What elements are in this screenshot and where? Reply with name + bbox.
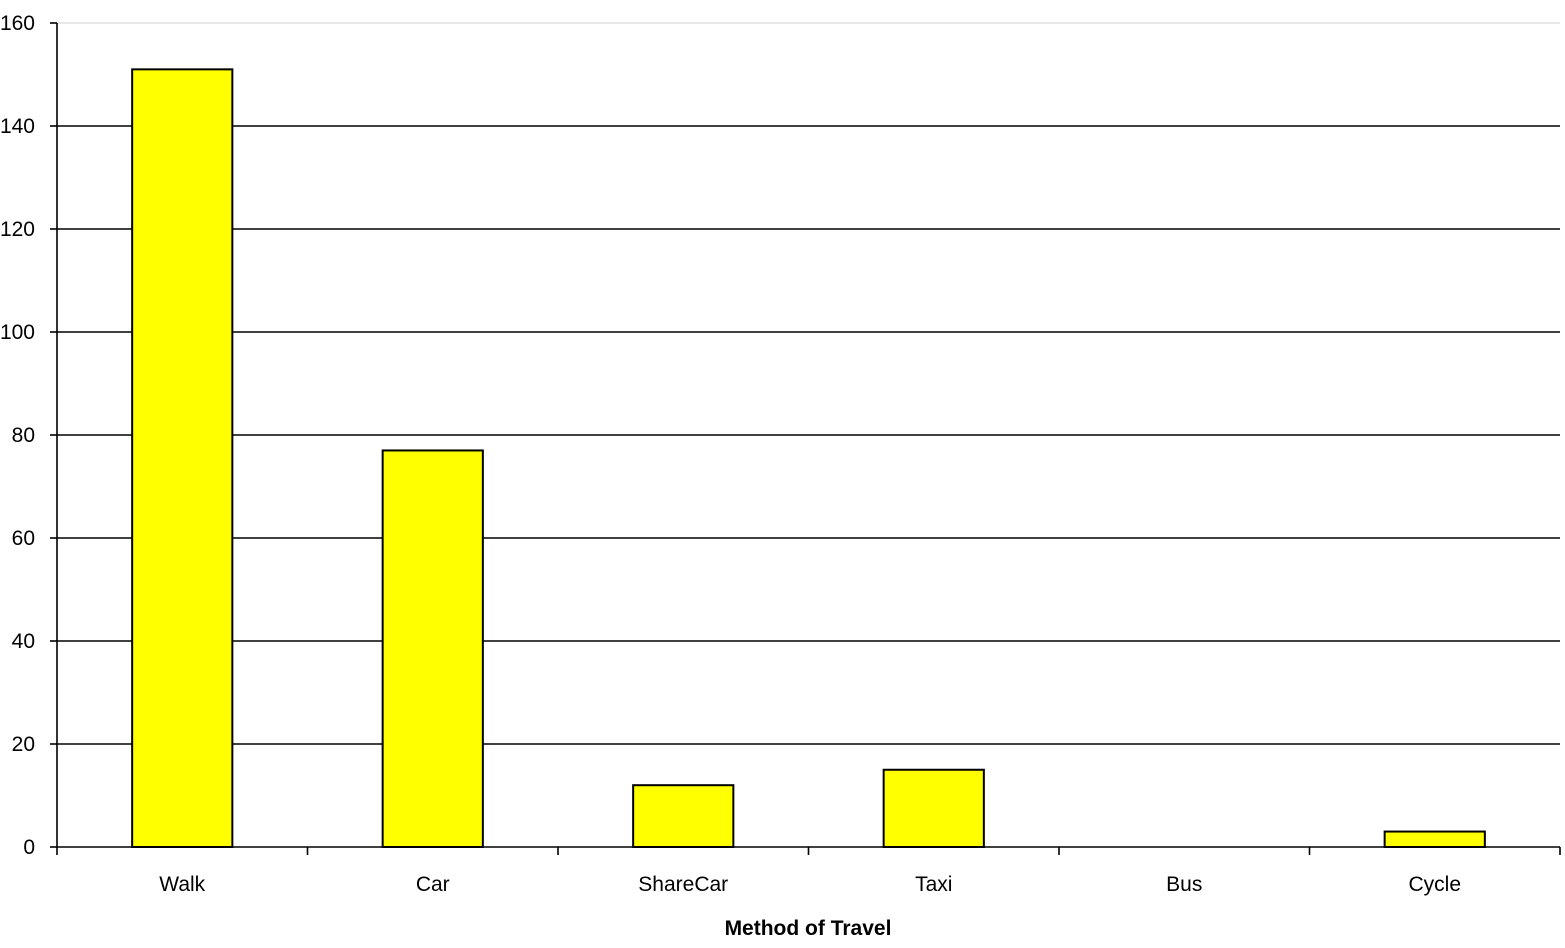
x-tick-label: Cycle (1408, 873, 1461, 896)
gridlines (57, 22, 1560, 745)
bar-car (381, 449, 484, 848)
bar-taxi (882, 768, 985, 848)
labels: 0 20 40 60 80 100 120 140 160 Walk Car ShareCar Taxi… (0, 12, 1461, 896)
y-tick-label: 140 (0, 115, 35, 138)
y-tick-label: 60 (12, 527, 35, 550)
x-tick-label: ShareCar (638, 873, 728, 896)
x-tick-label: Bus (1166, 873, 1202, 896)
x-axis-title: Method of Travel (725, 917, 892, 940)
axes (50, 22, 1561, 855)
y-tick-label: 0 (23, 836, 35, 859)
bars (131, 68, 1486, 849)
y-tick-label: 40 (12, 630, 35, 653)
bar-sharecar (632, 784, 735, 849)
x-tick-label: Car (416, 873, 450, 896)
x-tick-label: Walk (159, 873, 205, 896)
y-tick-label: 100 (0, 321, 35, 344)
y-tick-label: 20 (12, 733, 35, 756)
bar-walk (131, 68, 234, 849)
y-tick-label: 120 (0, 218, 35, 241)
bar-cycle (1383, 830, 1486, 848)
x-tick-label: Taxi (915, 873, 952, 896)
y-tick-label: 80 (12, 424, 35, 447)
y-tick-label: 160 (0, 12, 35, 35)
